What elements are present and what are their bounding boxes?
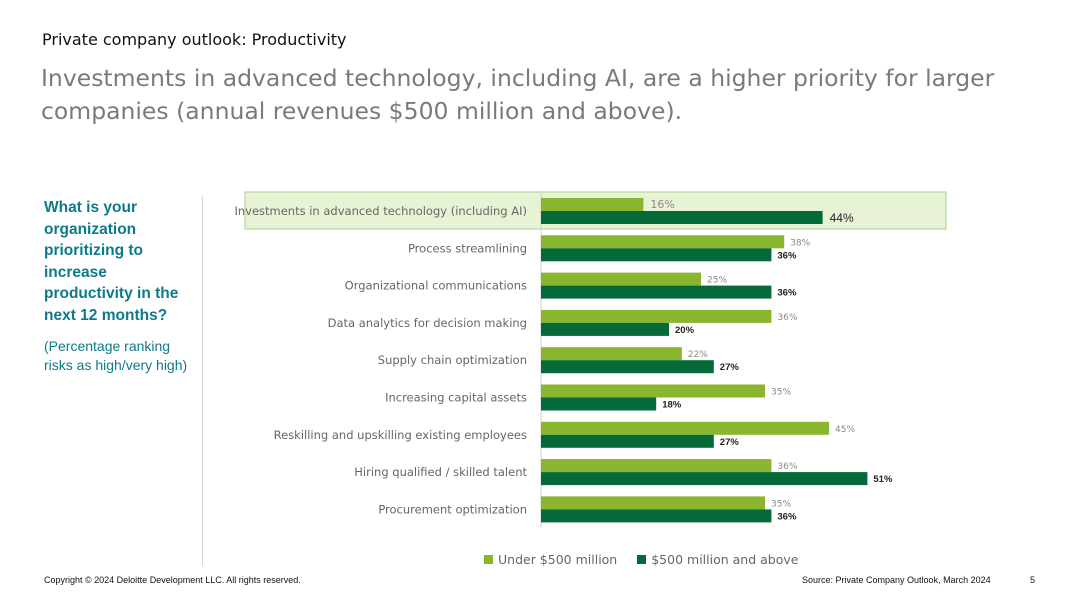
data-label-under-500m-process-streamlining: 38% (790, 238, 810, 248)
source-note: Source: Private Company Outlook, March 2… (802, 575, 991, 585)
data-label-500m-and-above-procurement-optimization: 36% (777, 511, 797, 522)
data-label-under-500m-data-analytics-for-decision-making: 36% (777, 313, 797, 323)
bar-under-500m-hiring-qualified-skilled-talent (541, 459, 772, 473)
chart-legend: Under $500 million $500 million and abov… (484, 552, 798, 567)
data-label-under-500m-reskilling-and-upskilling-existing-employees: 45% (835, 425, 855, 435)
legend-item-500m-and-above: $500 million and above (637, 552, 798, 567)
bar-under-500m-reskilling-and-upskilling-existing-employees (541, 421, 829, 435)
data-label-500m-and-above-supply-chain-optimization: 27% (720, 362, 740, 373)
bar-500m-and-above-hiring-qualified-skilled-talent (541, 472, 868, 486)
data-label-500m-and-above-hiring-qualified-skilled-talent: 51% (873, 474, 893, 485)
bar-500m-and-above-procurement-optimization (541, 509, 772, 523)
data-label-under-500m-hiring-qualified-skilled-talent: 36% (777, 462, 797, 472)
bar-500m-and-above-process-streamlining (541, 248, 772, 262)
category-label-reskilling-and-upskilling-existing-employees: Reskilling and upskilling existing emplo… (274, 428, 527, 442)
bar-500m-and-above-data-analytics-for-decision-making (541, 322, 669, 336)
category-label-procurement-optimization: Procurement optimization (378, 502, 527, 516)
data-label-500m-and-above-investments-in-advanced-technology-including-ai: 44% (830, 211, 854, 225)
bar-500m-and-above-supply-chain-optimization (541, 360, 714, 374)
legend-swatch-under-500m (484, 555, 493, 564)
data-label-500m-and-above-reskilling-and-upskilling-existing-employees: 27% (720, 437, 740, 448)
legend-label-under-500m: Under $500 million (498, 552, 618, 567)
slide-headline: Investments in advanced technology, incl… (41, 64, 995, 125)
page-number: 5 (1030, 575, 1036, 585)
bar-under-500m-increasing-capital-assets (541, 384, 765, 398)
category-label-data-analytics-for-decision-making: Data analytics for decision making (328, 316, 527, 330)
survey-question: What is your organization prioritizing t… (44, 199, 179, 324)
category-label-supply-chain-optimization: Supply chain optimization (378, 353, 527, 367)
bar-500m-and-above-reskilling-and-upskilling-existing-employees (541, 434, 714, 448)
data-label-500m-and-above-organizational-communications: 36% (777, 288, 797, 299)
category-label-increasing-capital-assets: Increasing capital assets (385, 391, 527, 405)
data-label-under-500m-supply-chain-optimization: 22% (688, 350, 708, 360)
data-label-under-500m-organizational-communications: 25% (707, 276, 727, 286)
data-label-500m-and-above-process-streamlining: 36% (777, 250, 797, 261)
legend-swatch-500m-and-above (637, 555, 647, 564)
slide-eyebrow: Private company outlook: Productivity (42, 30, 347, 49)
bar-500m-and-above-increasing-capital-assets (541, 397, 657, 411)
legend-item-under-500m: Under $500 million (484, 552, 617, 567)
bar-under-500m-procurement-optimization (541, 496, 765, 510)
data-label-500m-and-above-data-analytics-for-decision-making: 20% (675, 325, 695, 336)
bar-under-500m-process-streamlining (541, 235, 785, 249)
bar-under-500m-data-analytics-for-decision-making (541, 309, 772, 323)
vertical-divider (202, 196, 203, 566)
category-label-investments-in-advanced-technology-including-ai: Investments in advanced technology (incl… (234, 204, 527, 218)
bar-500m-and-above-investments-in-advanced-technology-including-ai (541, 211, 823, 224)
bar-under-500m-investments-in-advanced-technology-including-ai (541, 198, 644, 211)
data-label-500m-and-above-increasing-capital-assets: 18% (662, 400, 682, 411)
bar-under-500m-supply-chain-optimization (541, 347, 682, 361)
survey-question-note: (Percentage ranking risks as high/very h… (44, 338, 188, 373)
legend-label-500m-and-above: $500 million and above (651, 552, 799, 567)
category-label-organizational-communications: Organizational communications (345, 279, 527, 293)
data-label-under-500m-investments-in-advanced-technology-including-ai: 16% (650, 198, 674, 211)
bar-under-500m-organizational-communications (541, 272, 701, 286)
data-label-under-500m-procurement-optimization: 35% (771, 499, 791, 509)
data-label-under-500m-increasing-capital-assets: 35% (771, 388, 791, 398)
category-label-process-streamlining: Process streamlining (408, 241, 527, 255)
copyright-notice: Copyright © 2024 Deloitte Development LL… (44, 575, 301, 585)
category-label-hiring-qualified-skilled-talent: Hiring qualified / skilled talent (354, 465, 527, 479)
bar-500m-and-above-organizational-communications (541, 285, 772, 299)
